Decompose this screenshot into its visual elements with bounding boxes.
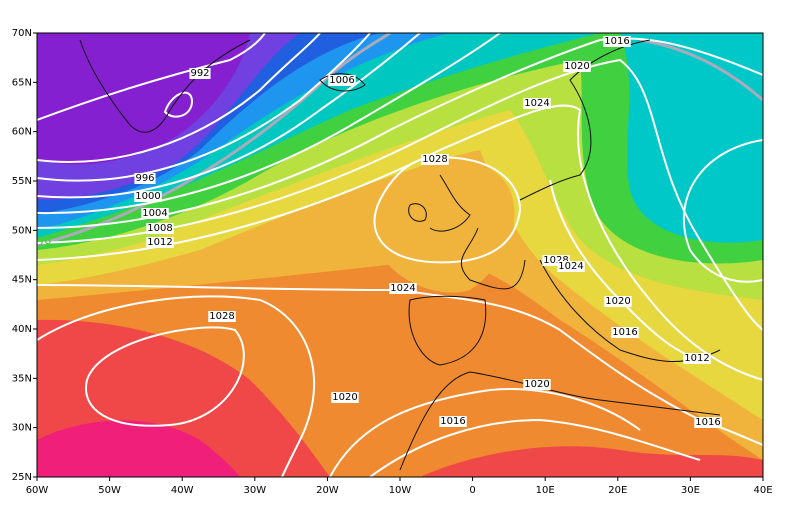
band [620, 33, 763, 243]
isobar-label-box [611, 327, 639, 338]
y-tick-label: 50N [12, 225, 32, 236]
y-tick-label: 60N [12, 127, 32, 138]
isobar-label: 1016 [440, 416, 465, 427]
x-tick-label: 30E [681, 485, 700, 496]
isobar-label: 1020 [524, 379, 549, 390]
isobar-label-box [389, 283, 417, 294]
isobar-label: 1016 [604, 36, 629, 47]
isobar [37, 37, 763, 229]
isobar [37, 33, 501, 215]
isobar-label: 1028 [209, 311, 234, 322]
jet-line [37, 33, 391, 247]
pressure-field [37, 33, 763, 477]
isobar-label: 1020 [332, 392, 357, 403]
isobar-label-box [208, 311, 236, 322]
isobar-label-box [189, 68, 211, 79]
x-tick-label: 20W [316, 485, 339, 496]
y-tick-label: 70N [12, 28, 32, 39]
isobar-label: 1024 [558, 261, 583, 272]
isobar [37, 295, 315, 477]
isobar-label: 1024 [524, 98, 549, 109]
isobar-label: 1012 [147, 237, 172, 248]
isobar-label-box [603, 36, 631, 47]
isobar-label: 1008 [147, 223, 172, 234]
x-tick-label: 10E [536, 485, 555, 496]
isobar-label-box [604, 296, 632, 307]
isobar-label-box [542, 255, 570, 266]
x-tick-label: 0 [469, 485, 475, 496]
isobar-label: 996 [135, 173, 154, 184]
isobar-label-box [134, 191, 162, 202]
isobar-label-box [328, 75, 356, 86]
isobar-label-box [694, 417, 722, 428]
isobar-label-box [683, 353, 711, 364]
isobar-label: 1024 [390, 283, 415, 294]
isobar-label-box [523, 379, 551, 390]
isobar-label-box [557, 261, 585, 272]
y-tick-label: 65N [12, 77, 32, 88]
x-tick-label: 60W [26, 485, 49, 496]
isobar-label: 1028 [422, 154, 447, 165]
isobar-label: 1020 [605, 296, 630, 307]
isobar-label-box [331, 392, 359, 403]
isobar [369, 418, 701, 477]
isobar [373, 156, 522, 264]
isobar-label: 1004 [142, 208, 167, 219]
isobar-label: 1028 [543, 255, 568, 266]
y-tick-label: 55N [12, 176, 32, 187]
jet-line [639, 38, 763, 102]
isobar [37, 33, 321, 163]
coastline [408, 174, 471, 232]
y-tick-label: 35N [12, 373, 32, 384]
isobar-label: 1000 [135, 191, 160, 202]
isobar [329, 388, 641, 477]
isobar [37, 58, 763, 331]
isobar-label-box [421, 154, 449, 165]
isobar-label: 1016 [695, 417, 720, 428]
labels: 9921006101610201024102899610001004100810… [36, 36, 722, 428]
isobar-label: 1020 [564, 61, 589, 72]
isobar-label-box [563, 61, 591, 72]
isobar-label-box [134, 173, 156, 184]
isobar-label: 1016 [612, 327, 637, 338]
isobar-label: 1012 [684, 353, 709, 364]
coastline [408, 227, 526, 366]
isobar-label-box [141, 208, 169, 219]
x-tick-label: 20E [608, 485, 627, 496]
isobar-label-box [146, 223, 174, 234]
isobar [37, 104, 763, 381]
y-tick-label: 45N [12, 275, 32, 286]
band [37, 420, 240, 477]
y-tick-label: 30N [12, 423, 32, 434]
band [37, 33, 250, 165]
x-tick-label: 50W [98, 485, 121, 496]
x-tick-label: 10W [389, 485, 412, 496]
coastline [319, 73, 366, 92]
isobar [682, 139, 763, 283]
isobar [37, 33, 371, 182]
band [420, 446, 763, 477]
x-tick-label: 40E [753, 485, 772, 496]
isobar-label-box [523, 98, 551, 109]
isobar-label: 28 [36, 238, 51, 252]
isobar-label: 992 [190, 68, 209, 79]
isobar-label: 1006 [329, 75, 354, 86]
coastline [79, 39, 251, 133]
isobar [37, 33, 421, 199]
x-tick-label: 40W [171, 485, 194, 496]
y-tick-label: 25N [12, 472, 32, 483]
x-tick-label: 30W [243, 485, 266, 496]
isobar [85, 326, 245, 427]
isobar [163, 91, 194, 118]
isobar-label-box [439, 416, 467, 427]
y-tick-label: 40N [12, 324, 32, 335]
isobar-label-box [146, 237, 174, 248]
